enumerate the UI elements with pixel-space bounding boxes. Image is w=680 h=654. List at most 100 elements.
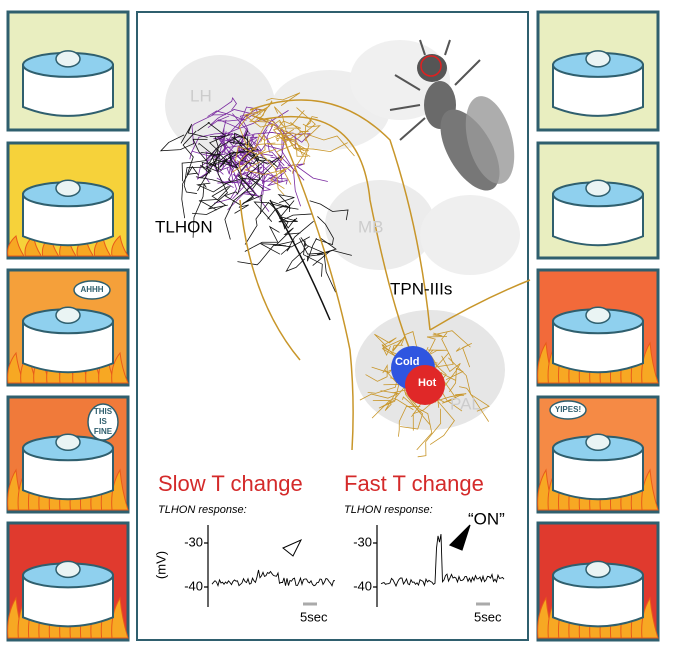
neurite (244, 118, 269, 151)
neurite (238, 107, 262, 149)
speech-bubble (549, 400, 587, 420)
annotation: “ON” (468, 509, 505, 528)
neurite (240, 183, 263, 214)
neurite (253, 201, 299, 222)
comic-panel (536, 521, 660, 642)
plot-subtitle: TLHON response: (344, 504, 433, 516)
neurite (267, 162, 288, 187)
zone-label: Hot (418, 377, 437, 389)
neurite (276, 208, 298, 229)
neurite (211, 96, 237, 116)
flame (111, 351, 129, 384)
voltage-traces (211, 534, 505, 588)
pot (22, 320, 114, 374)
y-tick-label: -40 (184, 578, 203, 593)
fly (389, 39, 515, 191)
axon (269, 199, 331, 321)
axon (259, 115, 411, 351)
neurite (230, 136, 259, 154)
neurite (182, 130, 198, 175)
y-tick-label: -30 (184, 534, 203, 549)
neurite (231, 134, 266, 173)
neurite (249, 106, 270, 123)
neurite (250, 159, 276, 192)
neurite (275, 143, 309, 161)
speech-text: THIS (94, 407, 113, 416)
neurite (441, 355, 461, 390)
neurite (200, 151, 231, 164)
neuron-label: TLHON (155, 217, 213, 236)
frog (585, 179, 611, 197)
frog (585, 560, 611, 579)
flame (641, 468, 659, 511)
neurite (267, 201, 292, 220)
region-label: PAL (450, 394, 481, 413)
voltage-trace (211, 569, 335, 587)
pot (552, 320, 644, 374)
neurite (302, 123, 321, 142)
comic-panel (6, 521, 130, 642)
frog (585, 306, 611, 324)
neurite (270, 164, 293, 190)
neurite (367, 369, 397, 394)
neurite (400, 396, 424, 430)
neurite (237, 244, 287, 266)
neurite (207, 110, 247, 121)
neurite (222, 152, 240, 169)
region-label: MB (358, 217, 384, 236)
comic-panel (536, 10, 660, 132)
region-label: LH (190, 86, 212, 105)
neurite (265, 92, 301, 106)
neurite (287, 163, 328, 182)
axon (429, 279, 531, 331)
speech-text: IS (99, 417, 107, 426)
speech-bubble (87, 403, 119, 441)
neurite (244, 161, 292, 185)
neurite (305, 116, 318, 127)
neurite (286, 130, 311, 149)
neurite (312, 236, 337, 266)
pot (22, 574, 114, 628)
zone-label: Cold (395, 356, 419, 368)
brain-illustration (159, 39, 531, 458)
comic-panel (6, 141, 130, 260)
flame (641, 341, 659, 384)
flame (111, 235, 129, 257)
neurite (244, 201, 277, 245)
neurite (192, 182, 207, 238)
neurite (207, 154, 228, 210)
neuron-traces (159, 92, 531, 458)
neurite (181, 143, 222, 182)
y-tick-label: -30 (353, 534, 372, 549)
neurite (258, 150, 285, 196)
speech-bubble (73, 280, 111, 300)
neurite (372, 392, 397, 411)
neurite (212, 137, 238, 182)
hot-zone (405, 365, 445, 405)
frog (55, 560, 81, 579)
frog (55, 50, 81, 68)
pot (552, 447, 644, 501)
neurite (260, 163, 288, 183)
neurite (459, 386, 490, 422)
flame (111, 468, 129, 511)
neurite (225, 151, 258, 181)
plot-title: Fast T change (344, 471, 484, 496)
frog (585, 433, 611, 451)
neurite (278, 200, 295, 230)
speech-text: YIPES! (555, 405, 581, 414)
neurite (181, 165, 199, 219)
pot (552, 193, 644, 247)
y-axis-label: (mV) (153, 551, 168, 579)
neurite (238, 127, 264, 159)
neurite (365, 364, 388, 382)
neurite (273, 127, 308, 157)
speech-text: FINE (94, 427, 113, 436)
neurite (273, 106, 302, 136)
brain-blob (420, 195, 520, 275)
plot-axes (204, 524, 490, 607)
neurite (382, 338, 403, 357)
neurite (192, 138, 218, 166)
neurite (432, 330, 471, 348)
